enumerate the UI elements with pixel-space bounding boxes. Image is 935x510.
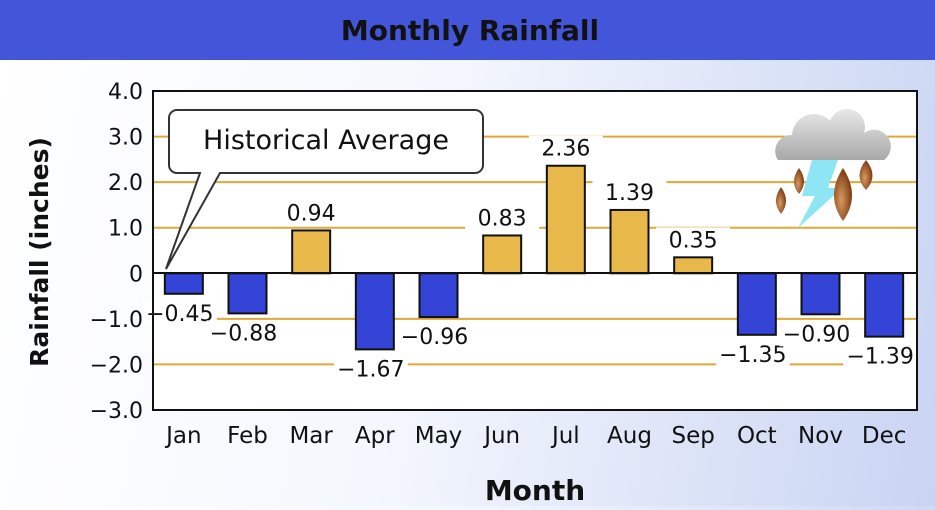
data-label: −0.96 — [401, 325, 468, 350]
y-axis-label: Rainfall (inches) — [25, 137, 54, 367]
bar-dec — [864, 272, 905, 338]
data-label: −1.39 — [846, 345, 913, 370]
x-tick-label: May — [415, 423, 463, 449]
bar-aug — [609, 208, 650, 275]
y-tick-label: −3.0 — [90, 399, 143, 424]
y-tick-label: 3.0 — [108, 126, 143, 151]
annotation-callout: Historical Average — [165, 109, 484, 270]
data-label-bg — [779, 321, 854, 347]
data-label-bg — [592, 179, 667, 205]
data-label-bg — [656, 227, 731, 253]
data-label-bg — [333, 356, 408, 382]
y-tick-label: 1.0 — [108, 217, 143, 242]
data-label-bg — [843, 343, 918, 369]
storm-cloud-icon — [775, 108, 891, 228]
data-label-bg — [274, 200, 349, 226]
x-tick-label: Sep — [671, 423, 714, 449]
y-tick-label: −1.0 — [90, 308, 143, 333]
data-label: 0.35 — [669, 228, 718, 253]
x-tick-label: Jan — [164, 423, 201, 449]
x-axis-label: Month — [485, 474, 585, 506]
x-tick-label: Jul — [550, 423, 580, 449]
plot-frame — [152, 90, 918, 411]
x-tick-label: Nov — [798, 423, 843, 449]
data-label-bg — [397, 324, 472, 350]
x-tick-label: Feb — [227, 423, 268, 449]
y-tick-label: 0 — [129, 262, 143, 287]
x-tick-label: Mar — [289, 423, 333, 449]
data-label-bg — [715, 341, 790, 367]
data-label-bg — [465, 205, 540, 231]
data-label: 0.94 — [287, 201, 336, 226]
bar-feb — [227, 272, 268, 315]
bar-apr — [354, 272, 395, 351]
y-tick-label: −2.0 — [90, 353, 143, 378]
data-label: −1.35 — [719, 343, 786, 368]
data-label: −0.88 — [210, 321, 277, 346]
data-label: 0.83 — [478, 206, 527, 231]
chart-title: Monthly Rainfall — [341, 14, 599, 47]
x-tick-label: Jun — [482, 423, 520, 449]
data-label: −1.67 — [337, 357, 404, 382]
annotation-text: Historical Average — [203, 125, 449, 156]
bar-mar — [291, 229, 332, 275]
bar-jul — [545, 164, 586, 275]
bar-jan — [163, 272, 204, 295]
bar-sep — [673, 256, 714, 275]
x-tick-label: Aug — [607, 423, 652, 449]
data-label-bg — [528, 135, 603, 161]
data-label: 1.39 — [605, 181, 654, 206]
y-tick-label: 4.0 — [108, 80, 143, 105]
data-label: −0.45 — [146, 302, 213, 327]
y-tick-label: 2.0 — [108, 171, 143, 196]
data-label: 2.36 — [541, 137, 590, 162]
data-label-bg — [206, 320, 281, 346]
bar-jun — [482, 234, 523, 275]
bar-oct — [736, 272, 777, 336]
x-tick-label: Apr — [355, 423, 395, 449]
bar-nov — [800, 272, 841, 316]
bar-may — [418, 272, 459, 319]
x-tick-label: Oct — [737, 423, 777, 449]
title-bar — [0, 0, 935, 60]
data-label: −0.90 — [783, 322, 850, 347]
data-label-bg — [142, 300, 217, 326]
x-tick-label: Dec — [862, 423, 907, 449]
